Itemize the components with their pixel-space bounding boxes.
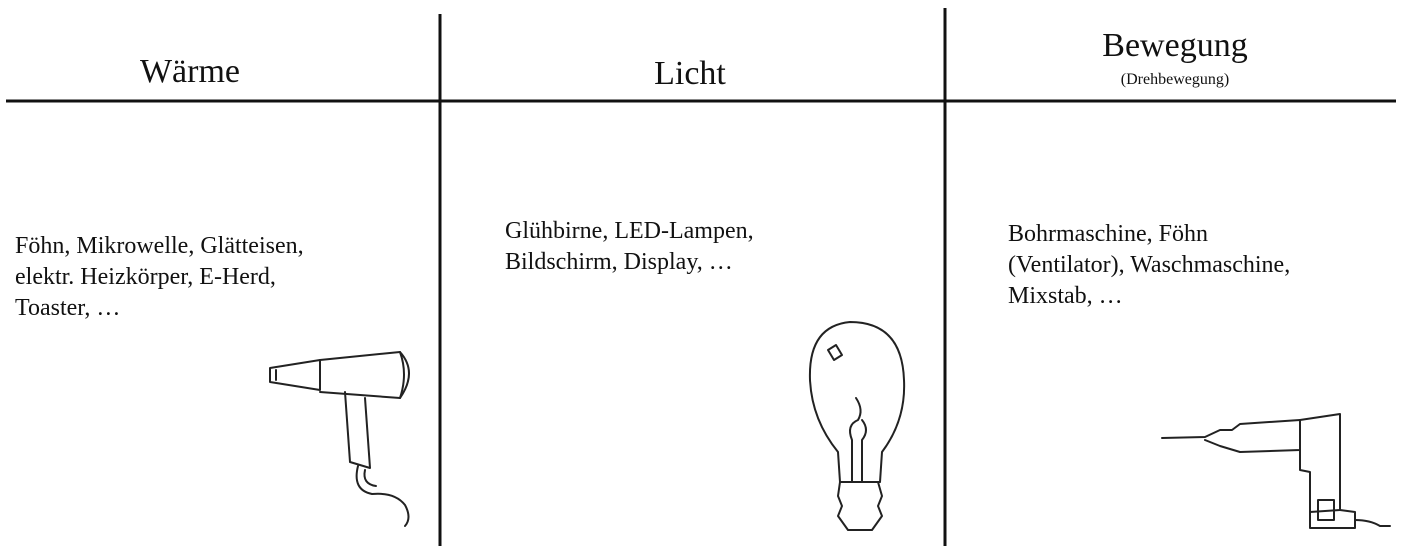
light-bulb-illustration bbox=[808, 321, 906, 531]
item-line: elektr. Heizkörper, E-Herd, bbox=[15, 264, 276, 290]
item-line: (Ventilator), Waschmaschine, bbox=[1008, 252, 1290, 278]
column-title: Bewegung bbox=[1102, 27, 1247, 64]
item-line: Föhn, Mikrowelle, Glätteisen, bbox=[15, 233, 304, 259]
column-title: Wärme bbox=[140, 53, 240, 90]
item-line: Glühbirne, LED-Lampen, bbox=[505, 218, 754, 244]
item-line: Toaster, … bbox=[15, 295, 120, 321]
item-line: Mixstab, … bbox=[1008, 283, 1123, 309]
hair-dryer-illustration bbox=[269, 351, 410, 527]
column-subtitle: (Drehbewegung) bbox=[1121, 71, 1229, 88]
item-line: Bohrmaschine, Föhn bbox=[1008, 221, 1208, 247]
column-title: Licht bbox=[654, 55, 726, 92]
item-line: Bildschirm, Display, … bbox=[505, 249, 733, 275]
drill-illustration bbox=[1161, 413, 1391, 529]
